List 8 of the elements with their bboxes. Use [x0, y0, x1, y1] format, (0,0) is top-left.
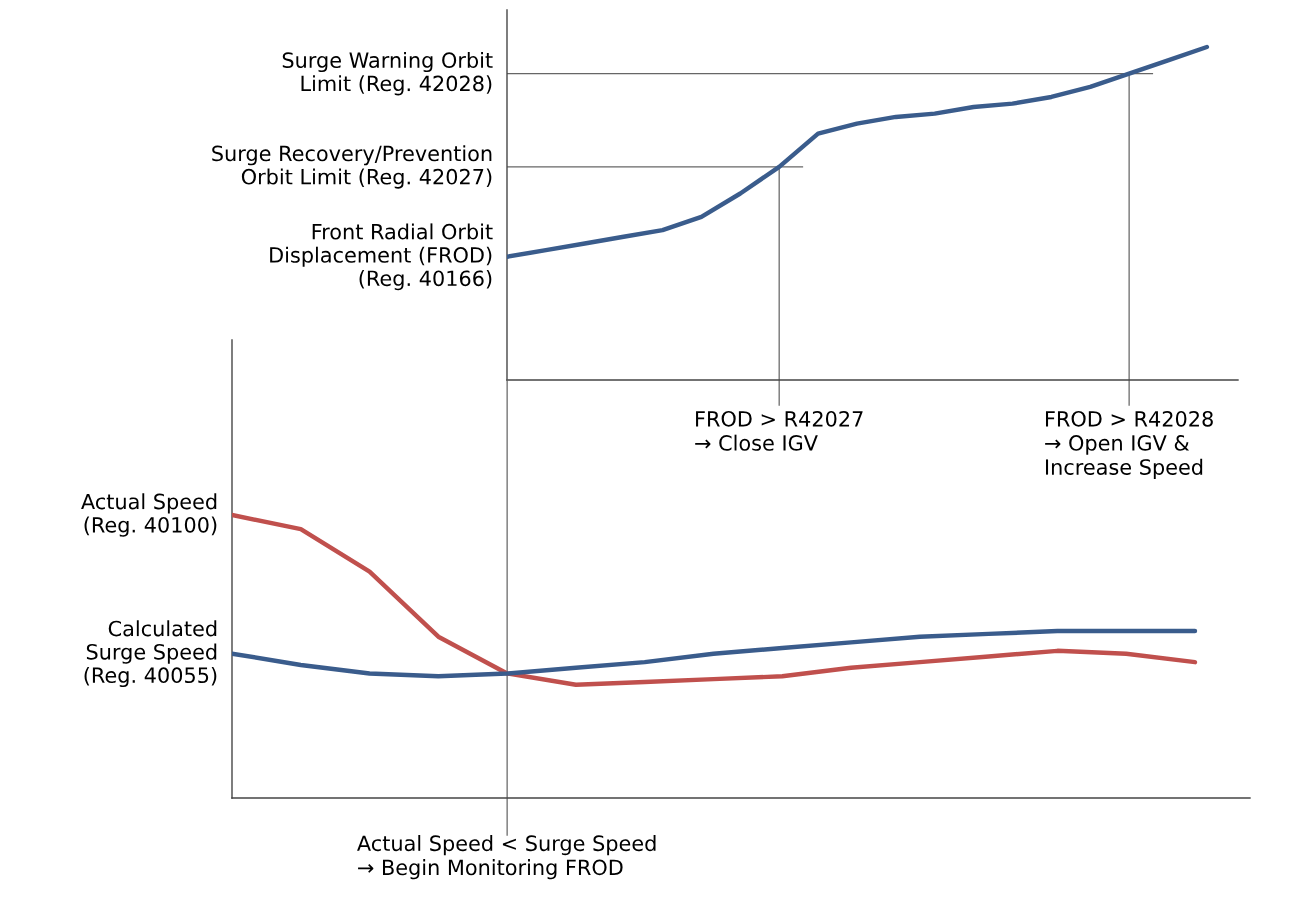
series-label: Calculated Surge Speed (Reg. 40055) [84, 620, 217, 688]
ref-line-label: Surge Recovery/Prevention Orbit Limit (Reg. 42027) [212, 145, 492, 189]
text: FROD > R42028 → Open IGV & Increase Speed [1045, 410, 1213, 479]
series-label: Front Radial Orbit Displacement (FROD) (Reg. 40166) [270, 223, 493, 291]
ref-line-label: Surge Warning Orbit Limit (Reg. 42028) [282, 51, 493, 96]
text: FROD > R42027 → Close IGV [695, 410, 863, 451]
series-label: Actual Speed (Reg. 40100) [81, 493, 217, 537]
text: Actual Speed < Surge Speed → Begin Monitoring FROD [357, 835, 656, 880]
